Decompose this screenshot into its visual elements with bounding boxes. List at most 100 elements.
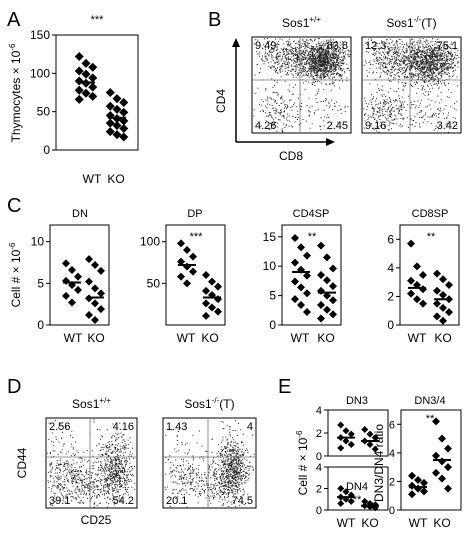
event-dot [126,463,127,465]
event-dot [102,485,104,487]
event-dot [295,48,297,50]
event-dot [393,44,394,46]
event-dot [441,75,443,77]
event-dot [127,468,129,470]
event-dot [423,55,425,57]
event-dot [416,55,418,57]
event-dot [339,109,341,111]
event-dot [74,455,76,457]
event-dot [413,41,415,43]
event-dot [431,78,433,80]
event-dot [284,57,286,59]
event-dot [326,70,328,72]
event-dot [390,68,392,70]
event-dot [315,64,317,65]
event-dot [446,96,448,98]
event-dot [419,50,421,52]
event-dot [116,438,118,440]
event-dot [73,470,75,472]
event-dot [402,61,404,63]
event-dot [340,108,342,110]
event-dot [375,50,377,52]
event-dot [329,68,331,70]
event-dot [308,111,310,113]
event-dot [410,68,411,70]
event-dot [268,65,270,67]
event-dot [389,51,391,53]
event-dot [327,49,329,51]
event-dot [318,57,320,59]
event-dot [418,60,420,62]
event-dot [383,94,385,96]
event-dot [318,53,320,55]
event-dot [323,120,325,122]
chart-e1-ytick-label: 2 [316,428,322,440]
event-dot [369,116,371,118]
event-dot [439,72,441,74]
event-dot [415,70,417,72]
event-dot [329,61,331,63]
event-dot [80,461,82,463]
event-dot [431,53,433,55]
event-dot [108,470,110,471]
chart-c3-ytick-label: 5 [269,289,276,303]
event-dot [331,61,333,63]
event-dot [313,49,315,51]
chart-c1-point-wt [62,291,70,300]
event-dot [436,61,438,63]
event-dot [418,69,420,71]
event-dot [306,59,308,61]
event-dot [115,481,117,483]
event-dot [97,461,99,463]
event-dot [111,465,113,466]
event-dot [340,76,342,78]
event-dot [309,106,311,108]
event-dot [323,54,325,56]
event-dot [66,468,68,470]
event-dot [259,110,261,112]
event-dot [59,468,61,470]
event-dot [110,448,112,450]
event-dot [432,76,434,77]
chart-c4-xtick-label: WT [408,331,427,345]
event-dot [387,114,389,116]
event-dot [329,75,331,77]
event-dot [337,54,339,56]
event-dot [376,45,378,47]
event-dot [418,55,419,57]
event-dot [411,63,413,65]
event-dot [347,49,349,51]
event-dot [424,58,426,60]
event-dot [402,90,404,91]
event-dot [367,44,368,46]
event-dot [60,483,61,485]
event-dot [430,71,432,73]
event-dot [320,70,322,72]
event-dot [100,450,101,452]
event-dot [300,93,302,95]
event-dot [414,81,416,83]
event-dot [64,484,66,486]
event-dot [305,45,307,47]
event-dot [413,50,415,52]
event-dot [126,461,128,463]
event-dot [302,65,304,67]
event-dot [301,102,302,104]
event-dot [426,53,427,55]
event-dot [99,495,101,497]
event-dot [373,61,375,63]
event-dot [388,115,390,117]
event-dot [106,453,108,455]
event-dot [434,68,436,70]
event-dot [266,58,268,60]
chart-c4-point-wt [419,299,427,308]
event-dot [283,50,285,52]
event-dot [314,70,316,72]
event-dot [321,75,323,76]
event-dot [302,59,304,61]
event-dot [98,466,100,468]
event-dot [268,127,269,129]
event-dot [330,44,332,46]
event-dot [416,60,418,62]
event-dot [74,478,76,480]
